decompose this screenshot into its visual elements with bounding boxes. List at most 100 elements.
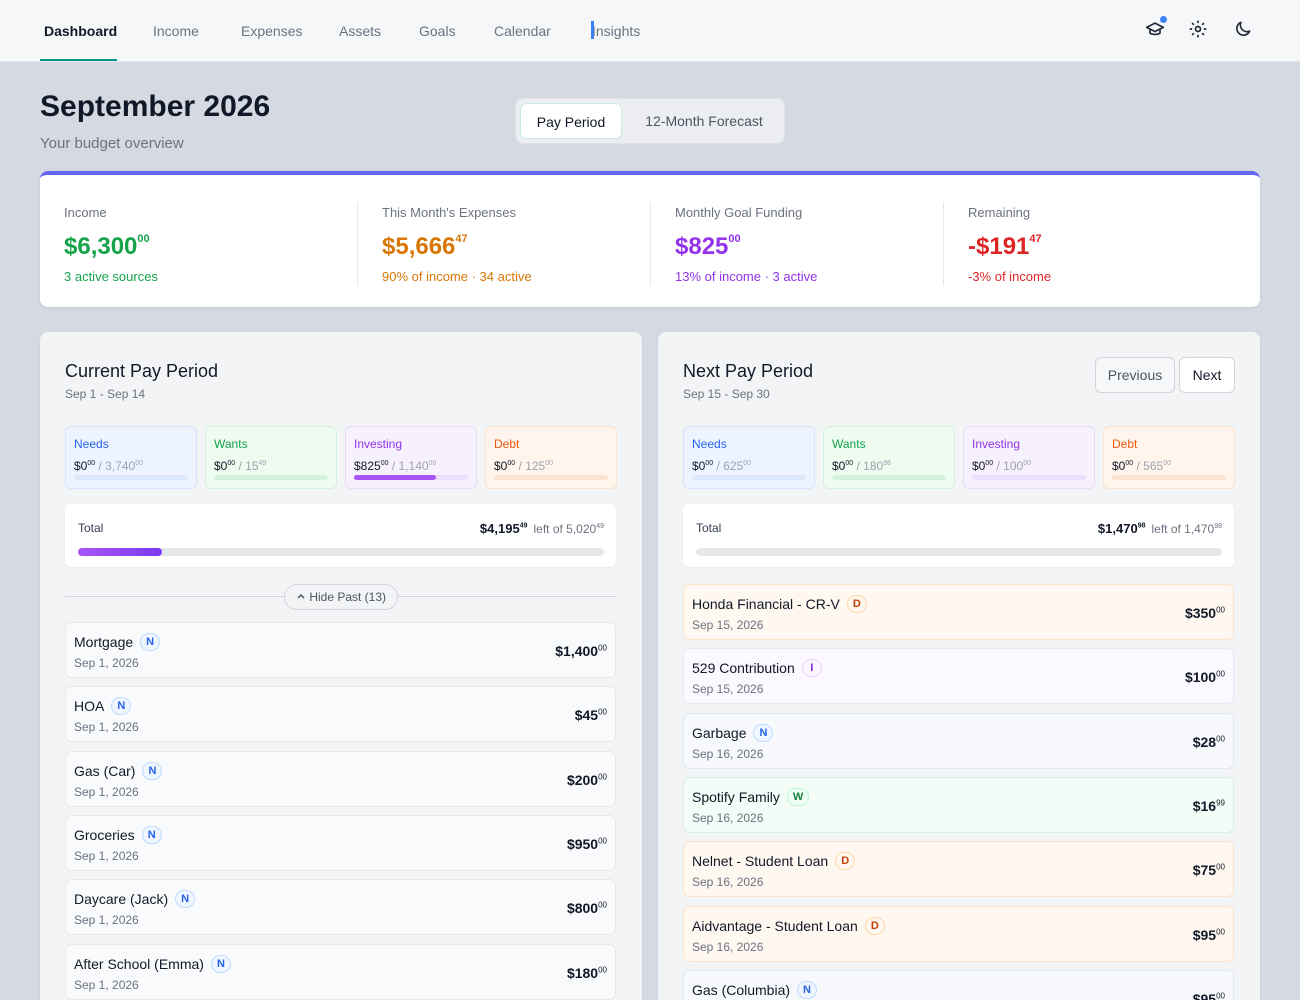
item-label: 529 Contribution [692,660,795,677]
list-item[interactable]: Gas (Car) N Sep 1, 2026 $20000 [65,750,616,807]
item-name: Nelnet - Student Loan D [692,852,856,871]
list-item[interactable]: 529 Contribution I Sep 15, 2026 $10000 [683,648,1234,705]
category-progress-bar [1112,475,1226,480]
item-label: Honda Financial - CR-V [692,596,840,612]
budget-value: 1,140 [398,459,429,473]
budget-amount: / 18098 [853,459,891,473]
list-item[interactable]: HOA N Sep 1, 2026 $4500 [65,686,616,743]
hide-past-button[interactable]: Hide Past (13) [284,584,398,610]
forecast-toggle[interactable]: 12-Month Forecast [645,113,763,129]
left-of-label: left of 1,470 [1151,522,1215,536]
next-button[interactable]: Next [1179,357,1235,393]
item-name: Garbage N [692,723,774,742]
left-of-label: left of 5,020 [533,522,597,536]
list-item[interactable]: Groceries N Sep 1, 2026 $95000 [65,814,616,871]
budget-cents: 00 [428,460,437,467]
next-pay-period-panel: Next Pay Period Sep 15 - Sep 30 Previous… [658,332,1260,1000]
amount-cents: 00 [598,707,607,717]
category-badge: W [786,787,810,806]
amount-cents: 00 [1216,926,1225,936]
spent-amount: $0 [692,459,706,473]
previous-button[interactable]: Previous [1095,357,1175,393]
hide-past-label: Hide Past (13) [309,590,387,604]
summary-value: -$19147 [968,233,1042,261]
budget-amount: / 62500 [713,459,751,473]
spent-amount: $825 [354,459,381,473]
item-name: Gas (Columbia) N [692,980,818,999]
item-amount: $4500 [575,707,607,723]
list-item[interactable]: Gas (Columbia) N $9500 [683,969,1234,1000]
total-value: $4,19549 left of 5,02049 [480,521,604,536]
list-item[interactable]: Spotify Family W Sep 16, 2026 $1699 [683,776,1234,833]
category-invest[interactable]: Investing $82500 / 1,14000 [345,426,477,489]
amount-value: $100 [1184,669,1217,686]
tab-income[interactable]: Income [153,23,199,39]
total-label: Total [696,521,722,535]
list-item[interactable]: Daycare (Jack) N Sep 1, 2026 $80000 [65,879,616,936]
pay-period-toggle[interactable]: Pay Period [520,103,622,139]
tab-expenses[interactable]: Expenses [241,23,303,39]
list-item[interactable]: Garbage N Sep 16, 2026 $2800 [683,712,1234,769]
category-name: Needs [692,437,727,451]
summary-value: $5,66647 [382,233,468,261]
item-name: Honda Financial - CR-V D [692,595,867,613]
list-item[interactable]: Aidvantage - Student Loan D Sep 16, 2026 $9… [683,905,1234,962]
amount-value: $180 [566,964,599,981]
spent-amount: $0 [74,459,88,473]
amount-cents: 99 [1216,798,1225,808]
list-item[interactable]: Honda Financial - CR-V D Sep 15, 2026 $3500… [683,584,1234,640]
category-needs[interactable]: Needs $000 / 3,74000 [65,426,197,489]
amount-value: $95 [1192,990,1217,1000]
item-amount: $7500 [1193,862,1225,878]
summary-value: $6,30000 [64,233,150,261]
item-name: After School (Emma) N [74,954,231,973]
moon-icon[interactable] [1233,19,1253,39]
total-progress-fill [78,548,163,556]
amount-value: $95 [1192,926,1217,943]
category-progress-bar [832,475,946,480]
summary-cents: 47 [1029,233,1042,245]
amount-cents: 00 [1216,991,1225,1000]
item-amount: $18000 [567,965,607,981]
amount-value: $16 [1192,797,1217,814]
category-debt[interactable]: Debt $000 / 56500 [1103,426,1235,489]
tab-goals[interactable]: Goals [419,23,456,39]
notification-dot [1160,16,1167,23]
panel-date-range: Sep 15 - Sep 30 [683,387,770,401]
list-item[interactable]: After School (Emma) N Sep 1, 2026 $18000 [65,943,616,1000]
budget-value: 15 [245,459,259,473]
category-invest[interactable]: Investing $000 / 10000 [963,426,1095,489]
tab-assets[interactable]: Assets [339,23,382,39]
amount-cents: 00 [1216,733,1225,743]
divider [650,202,651,286]
budget-cents: 98 [883,460,891,467]
summary-cents: 47 [455,233,468,245]
tab-insights[interactable]: Insights [592,23,641,39]
amount-value: $75 [1192,862,1217,879]
category-badge: N [753,723,774,742]
top-nav: Dashboard Income Expenses Assets Goals C… [0,0,1300,62]
budget-amount: / 56500 [1133,459,1171,473]
category-progress-bar [74,475,188,480]
item-name: 529 Contribution I [692,659,822,678]
category-debt[interactable]: Debt $000 / 12500 [485,426,617,489]
tab-dashboard[interactable]: Dashboard [44,23,118,39]
category-needs[interactable]: Needs $000 / 62500 [683,426,815,489]
category-wants[interactable]: Wants $000 / 18098 [823,426,955,489]
amount-value: $800 [566,900,599,917]
budget-cents: 00 [1163,460,1171,467]
list-item[interactable]: Mortgage N Sep 1, 2026 $1,40000 [65,622,616,678]
list-item[interactable]: Nelnet - Student Loan D Sep 16, 2026 $7500 [683,841,1234,898]
summary-amount: -$191 [968,233,1030,260]
gear-icon[interactable] [1188,19,1208,39]
summary-note: 13% of income · 3 active [675,269,818,284]
amount-value: $350 [1184,605,1217,621]
category-badge: N [111,697,132,716]
item-amount: $1699 [1193,798,1225,814]
view-toggle: Pay Period 12-Month Forecast [515,98,785,144]
category-wants[interactable]: Wants $000 / 1549 [205,426,337,489]
category-badge: N [175,890,196,909]
category-badge: N [797,980,818,999]
tab-calendar[interactable]: Calendar [494,23,551,39]
graduation-cap-icon[interactable] [1145,19,1165,39]
